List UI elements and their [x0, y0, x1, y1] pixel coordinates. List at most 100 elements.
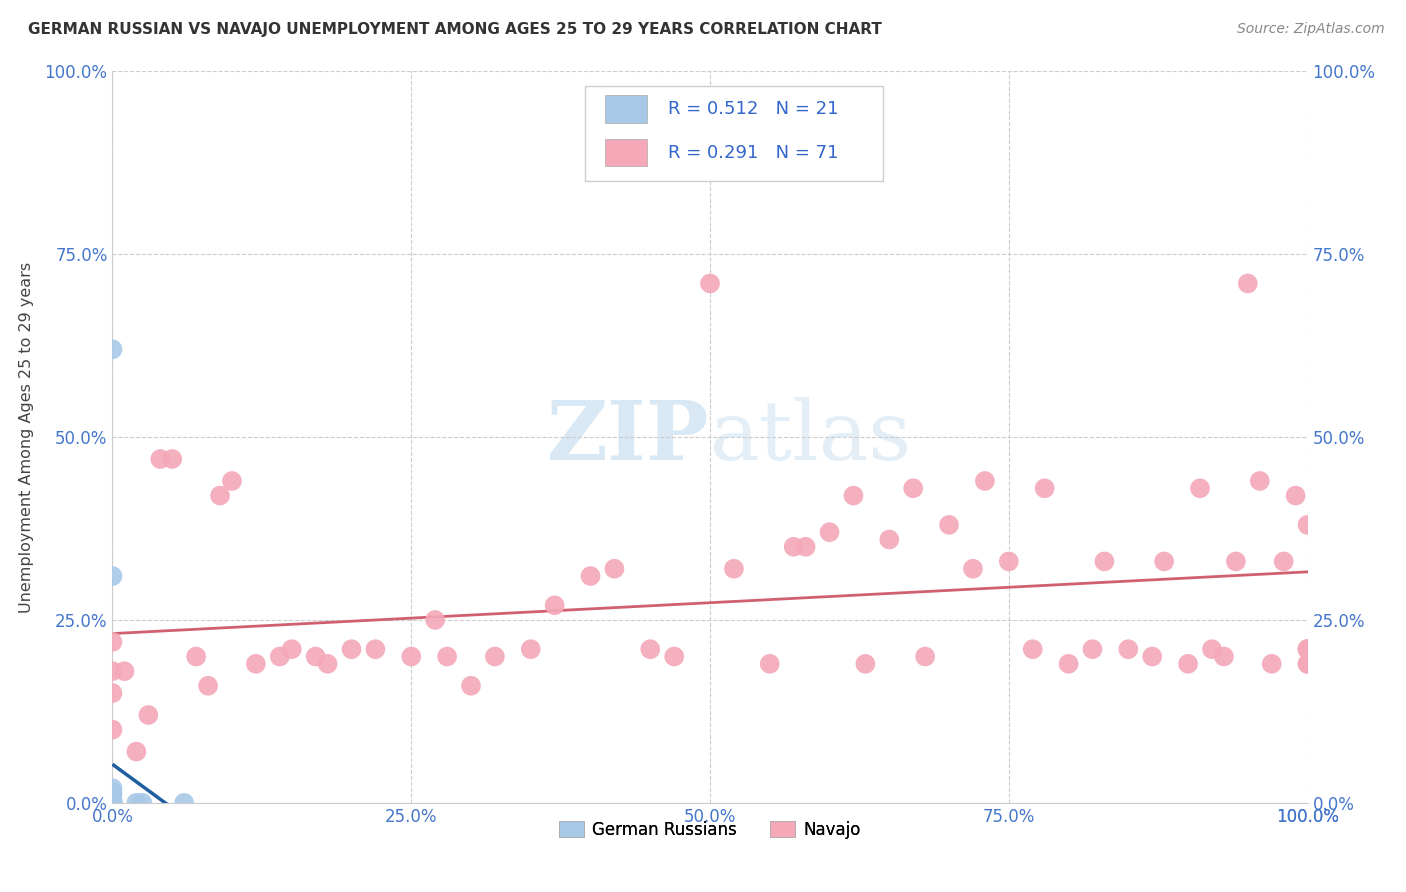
Point	[664, 649, 686, 664]
Point	[520, 642, 543, 657]
Point	[903, 481, 925, 495]
Point	[101, 796, 124, 810]
Point	[101, 796, 124, 810]
Point	[579, 569, 602, 583]
Point	[162, 452, 183, 467]
Point	[101, 796, 124, 810]
Point	[186, 649, 208, 664]
Point	[281, 642, 304, 657]
Point	[640, 642, 662, 657]
Point	[316, 657, 339, 671]
Point	[974, 474, 997, 488]
Point	[855, 657, 877, 671]
Point	[1118, 642, 1140, 657]
Point	[125, 745, 148, 759]
Point	[759, 657, 782, 671]
Point	[101, 343, 124, 357]
Point	[1249, 474, 1271, 488]
Point	[1142, 649, 1164, 664]
Point	[1189, 481, 1212, 495]
Point	[782, 540, 804, 554]
Point	[1296, 642, 1319, 657]
Text: R = 0.512   N = 21: R = 0.512 N = 21	[668, 100, 839, 118]
Point	[1296, 642, 1319, 657]
Point	[1296, 642, 1319, 657]
Point	[1225, 554, 1247, 568]
Point	[364, 642, 387, 657]
Point	[101, 796, 124, 810]
Text: R = 0.291   N = 71: R = 0.291 N = 71	[668, 144, 839, 161]
Point	[101, 785, 124, 799]
Text: Source: ZipAtlas.com: Source: ZipAtlas.com	[1237, 22, 1385, 37]
Point	[101, 569, 124, 583]
Point	[1261, 657, 1284, 671]
Point	[101, 792, 124, 806]
FancyBboxPatch shape	[605, 95, 647, 122]
Point	[818, 525, 841, 540]
Point	[101, 789, 124, 803]
Point	[699, 277, 721, 291]
Point	[1272, 554, 1295, 568]
Point	[1153, 554, 1175, 568]
FancyBboxPatch shape	[605, 138, 647, 167]
Point	[1296, 657, 1319, 671]
Point	[1237, 277, 1260, 291]
Point	[125, 796, 148, 810]
Point	[401, 649, 423, 664]
Point	[484, 649, 506, 664]
Point	[1285, 489, 1308, 503]
Text: ZIP: ZIP	[547, 397, 710, 477]
Point	[1201, 642, 1223, 657]
Point	[131, 796, 153, 810]
Point	[1177, 657, 1199, 671]
Point	[962, 562, 984, 576]
Point	[101, 796, 124, 810]
Point	[149, 452, 172, 467]
Point	[101, 796, 124, 810]
Point	[425, 613, 447, 627]
Point	[101, 686, 124, 700]
Point	[101, 796, 124, 810]
Point	[1057, 657, 1080, 671]
Point	[245, 657, 267, 671]
Point	[101, 796, 124, 810]
Point	[305, 649, 328, 664]
Point	[436, 649, 458, 664]
Point	[603, 562, 626, 576]
Point	[101, 796, 124, 810]
Y-axis label: Unemployment Among Ages 25 to 29 years: Unemployment Among Ages 25 to 29 years	[18, 261, 34, 613]
Point	[1213, 649, 1236, 664]
Point	[114, 664, 135, 678]
Point	[1081, 642, 1104, 657]
Point	[1033, 481, 1056, 495]
Point	[460, 679, 482, 693]
Point	[1296, 642, 1319, 657]
Point	[101, 723, 124, 737]
FancyBboxPatch shape	[585, 86, 883, 181]
Point	[221, 474, 243, 488]
Point	[543, 599, 565, 613]
Point	[1094, 554, 1116, 568]
Point	[101, 796, 124, 810]
Point	[1022, 642, 1045, 657]
Point	[209, 489, 232, 503]
Point	[197, 679, 219, 693]
Point	[723, 562, 745, 576]
Point	[879, 533, 901, 547]
Point	[269, 649, 291, 664]
Point	[914, 649, 936, 664]
Point	[1296, 657, 1319, 671]
Text: atlas: atlas	[710, 397, 912, 477]
Point	[101, 781, 124, 796]
Point	[101, 796, 124, 810]
Point	[340, 642, 363, 657]
Point	[101, 664, 124, 678]
Point	[842, 489, 865, 503]
Text: GERMAN RUSSIAN VS NAVAJO UNEMPLOYMENT AMONG AGES 25 TO 29 YEARS CORRELATION CHAR: GERMAN RUSSIAN VS NAVAJO UNEMPLOYMENT AM…	[28, 22, 882, 37]
Point	[101, 796, 124, 810]
Point	[794, 540, 817, 554]
Point	[173, 796, 195, 810]
Point	[938, 517, 960, 532]
Point	[138, 708, 160, 723]
Point	[1296, 517, 1319, 532]
